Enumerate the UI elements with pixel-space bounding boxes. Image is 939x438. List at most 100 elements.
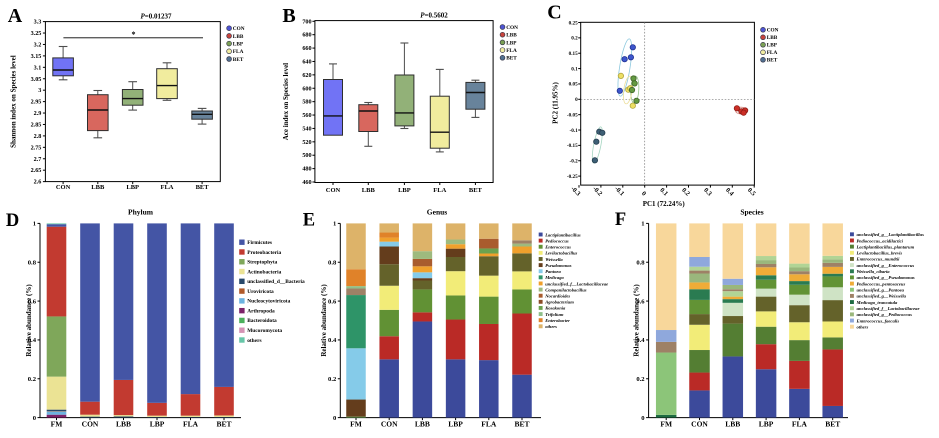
svg-text:3.15: 3.15 [31, 53, 42, 60]
svg-text:CON: CON [767, 28, 779, 34]
svg-text:LBB: LBB [233, 34, 244, 40]
svg-text:Lactiplantibacillus_plantarum: Lactiplantibacillus_plantarum [856, 244, 915, 249]
svg-text:P=0.01237: P=0.01237 [140, 13, 172, 21]
svg-text:460: 460 [302, 179, 311, 186]
svg-text:P=0.5602: P=0.5602 [420, 12, 448, 20]
svg-text:unclassified_g__Pediococcus: unclassified_g__Pediococcus [857, 312, 913, 317]
svg-text:LBP: LBP [506, 40, 517, 46]
svg-text:D: D [6, 211, 19, 231]
svg-text:2.8: 2.8 [34, 133, 42, 140]
svg-text:580: 580 [302, 99, 311, 106]
svg-text:unclassified_g__Pseudomonas: unclassified_g__Pseudomonas [857, 275, 915, 280]
svg-text:LBB: LBB [415, 419, 430, 428]
svg-text:LBB: LBB [362, 187, 376, 194]
svg-text:Levilactobacillus_brevis: Levilactobacillus_brevis [856, 251, 903, 256]
svg-text:0.2: 0.2 [28, 376, 37, 383]
svg-text:Firmicutes: Firmicutes [247, 240, 272, 246]
svg-text:unclassified_g__Weissella: unclassified_g__Weissella [857, 294, 907, 299]
svg-text:Actinobacteria: Actinobacteria [247, 269, 281, 275]
svg-text:3.25: 3.25 [31, 30, 42, 37]
svg-text:FM: FM [350, 419, 362, 428]
svg-text:Mucoromycota: Mucoromycota [247, 328, 282, 334]
svg-text:Pseudomonas: Pseudomonas [545, 263, 572, 268]
svg-text:CON: CON [691, 419, 708, 428]
svg-text:Lactiplantibacillus: Lactiplantibacillus [544, 232, 581, 237]
svg-text:-0.05: -0.05 [567, 112, 578, 118]
svg-text:Pantoea: Pantoea [545, 269, 561, 274]
svg-text:540: 540 [302, 125, 311, 132]
svg-text:Trifolium: Trifolium [545, 312, 564, 317]
svg-text:FLA: FLA [233, 49, 244, 55]
svg-text:660: 660 [302, 45, 311, 52]
svg-text:2.65: 2.65 [31, 167, 42, 174]
svg-text:FLA: FLA [433, 187, 446, 194]
svg-text:C: C [547, 2, 561, 24]
svg-text:Uroviricota: Uroviricota [247, 289, 274, 295]
svg-text:Nocardioides: Nocardioides [544, 294, 570, 299]
svg-text:480: 480 [302, 166, 311, 173]
svg-text:0.8: 0.8 [328, 259, 337, 266]
svg-text:-0.2: -0.2 [569, 159, 578, 165]
svg-text:FLA: FLA [161, 184, 174, 191]
svg-text:2.75: 2.75 [31, 144, 42, 151]
svg-text:LBB: LBB [116, 419, 131, 428]
svg-text:Shannon index on Species level: Shannon index on Species level [10, 55, 18, 148]
svg-text:2.85: 2.85 [31, 121, 42, 128]
svg-text:Ace index on Species level: Ace index on Species level [282, 63, 290, 140]
svg-text:3.1: 3.1 [34, 64, 42, 71]
svg-text:*: * [132, 30, 136, 39]
svg-text:Bacteroidota: Bacteroidota [247, 318, 277, 324]
svg-text:FLA: FLA [481, 419, 497, 428]
svg-text:CON: CON [506, 25, 518, 31]
svg-text:3.05: 3.05 [31, 76, 42, 83]
svg-text:Agrobacterium: Agrobacterium [544, 300, 574, 305]
svg-text:700: 700 [302, 18, 311, 25]
svg-text:640: 640 [302, 58, 311, 65]
svg-text:Companilactobacillus: Companilactobacillus [545, 287, 587, 292]
svg-text:Enterococcus: Enterococcus [544, 245, 571, 250]
svg-text:Nucleocytoviricota: Nucleocytoviricota [247, 299, 290, 305]
svg-text:LBP: LBP [398, 187, 411, 194]
svg-text:2.95: 2.95 [31, 99, 42, 106]
svg-text:PC1 (72.24%): PC1 (72.24%) [643, 200, 686, 208]
svg-text:CON: CON [233, 26, 245, 32]
svg-text:FM: FM [51, 419, 63, 428]
svg-text:Medicago_truncatula: Medicago_truncatula [856, 300, 899, 305]
svg-text:LBP: LBP [448, 419, 463, 428]
svg-text:BET: BET [469, 187, 483, 194]
svg-text:Enterobacter: Enterobacter [544, 318, 570, 323]
svg-text:LBB: LBB [767, 35, 778, 41]
svg-text:0.25: 0.25 [569, 20, 578, 26]
svg-text:unclassified_g__Lactiplantibac: unclassified_g__Lactiplantibacillus [857, 232, 925, 237]
svg-text:FLA: FLA [183, 419, 199, 428]
svg-text:unclassified_f__Lactobacillace: unclassified_f__Lactobacillaceae [857, 306, 920, 311]
svg-text:560: 560 [302, 112, 311, 119]
svg-text:LBP: LBP [759, 419, 774, 428]
svg-text:Levilactobacillus: Levilactobacillus [544, 251, 577, 256]
svg-text:0.15: 0.15 [569, 51, 578, 57]
svg-text:others: others [545, 324, 557, 329]
svg-text:0.2: 0.2 [571, 36, 578, 42]
svg-text:-0.15: -0.15 [567, 143, 578, 149]
svg-text:3.3: 3.3 [34, 19, 42, 26]
svg-text:Relative abundance (%): Relative abundance (%) [320, 284, 328, 357]
svg-text:PC2 (11.95%): PC2 (11.95%) [552, 82, 560, 124]
svg-text:Weissella: Weissella [545, 257, 563, 262]
svg-text:LBP: LBP [233, 42, 244, 48]
svg-text:FM: FM [660, 419, 672, 428]
svg-text:0.1: 0.1 [571, 66, 578, 72]
svg-text:BET: BET [514, 419, 529, 428]
svg-text:Arthropoda: Arthropoda [247, 308, 275, 314]
svg-text:CON: CON [381, 419, 398, 428]
svg-text:unclassified_g__Pantoea: unclassified_g__Pantoea [857, 288, 905, 293]
svg-text:Pediococcus_acidilactici: Pediococcus_acidilactici [857, 238, 904, 243]
svg-text:0.8: 0.8 [28, 259, 37, 266]
svg-text:Phylum: Phylum [128, 208, 154, 217]
svg-text:CON: CON [326, 187, 341, 194]
svg-text:FLA: FLA [792, 419, 808, 428]
svg-text:BET: BET [767, 58, 778, 64]
svg-text:1: 1 [641, 221, 644, 228]
svg-text:BET: BET [196, 184, 210, 191]
svg-text:LBB: LBB [725, 419, 740, 428]
svg-text:Genus: Genus [427, 208, 448, 217]
